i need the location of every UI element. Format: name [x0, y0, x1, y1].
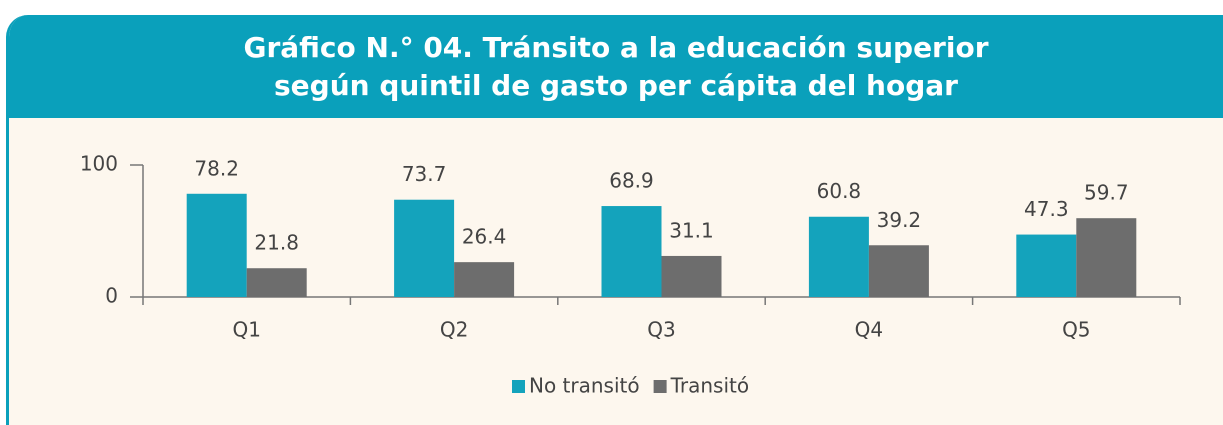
- x-tick-label: Q3: [647, 318, 675, 342]
- legend-label: Transitó: [670, 374, 750, 398]
- data-label: 68.9: [609, 169, 654, 193]
- bar: [868, 245, 929, 297]
- x-tick-label: Q4: [855, 318, 883, 342]
- x-tick-label: Q2: [440, 318, 468, 342]
- data-label: 78.2: [194, 156, 239, 180]
- legend-swatch: [512, 380, 525, 393]
- bar: [1076, 218, 1137, 297]
- legend-label: No transitó: [529, 374, 640, 398]
- bar: [601, 206, 662, 297]
- data-label: 59.7: [1084, 181, 1129, 205]
- data-label: 31.1: [669, 218, 714, 242]
- legend-swatch: [653, 380, 667, 393]
- y-tick-label: 100: [80, 152, 118, 176]
- bar: [246, 268, 307, 297]
- chart-title: Gráfico N.° 04. Tránsito a la educación …: [243, 30, 989, 102]
- data-label: 26.4: [462, 225, 507, 249]
- bar: [454, 262, 515, 297]
- data-label: 73.7: [402, 162, 447, 186]
- bar: [394, 199, 455, 297]
- x-tick-label: Q1: [232, 318, 260, 342]
- bar: [186, 193, 247, 297]
- bar: [808, 216, 869, 297]
- header: Gráfico N.° 04. Tránsito a la educación …: [9, 15, 1223, 118]
- data-label: 47.3: [1024, 197, 1069, 221]
- data-label: 21.8: [254, 231, 299, 255]
- x-tick-label: Q5: [1062, 318, 1090, 342]
- data-label: 39.2: [877, 208, 922, 232]
- bar: [1016, 234, 1077, 297]
- chart-frame: Gráfico N.° 04. Tránsito a la educación …: [6, 15, 1223, 425]
- data-label: 60.8: [817, 179, 862, 203]
- y-tick-label: 0: [105, 284, 118, 308]
- bar: [661, 255, 722, 297]
